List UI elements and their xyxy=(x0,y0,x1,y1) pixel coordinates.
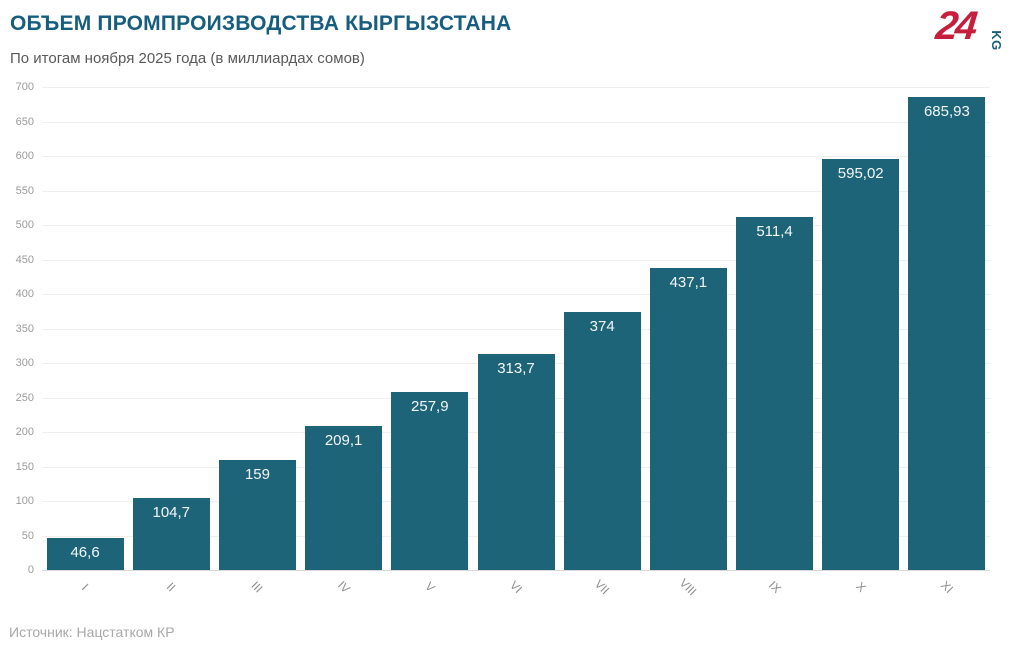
gridline-y550 xyxy=(42,190,990,192)
y-axis-tick-label: 250 xyxy=(15,391,34,404)
bar-month-XI: 685,93 xyxy=(908,96,986,570)
gridline-y600 xyxy=(42,156,990,157)
bar-month-IV: 209,1 xyxy=(305,425,383,570)
gridline-y500 xyxy=(42,225,990,226)
x-axis-tick-label: VII xyxy=(592,576,613,598)
bar-value-label: 159 xyxy=(244,466,270,484)
bar-month-III: 159 xyxy=(218,460,296,570)
y-axis-tick-label: 200 xyxy=(15,426,34,438)
y-axis-tick-label: 400 xyxy=(15,288,34,300)
bar-month-I: 46,6 xyxy=(46,537,124,570)
bar-month-V: 257,9 xyxy=(391,392,469,570)
gridline-y650 xyxy=(42,121,990,123)
source-note: Источник: Нацстатком КР xyxy=(9,624,175,640)
bar-value-label: 511,4 xyxy=(756,223,793,241)
bar-month-VII: 374 xyxy=(563,311,641,570)
chart-title: ОБЪЕМ ПРОМПРОИЗВОДСТВА КЫРГЫЗСТАНА xyxy=(10,12,512,35)
y-axis-tick-label: 300 xyxy=(15,357,34,369)
x-axis-tick-label: VI xyxy=(507,578,525,596)
bar-value-label: 374 xyxy=(589,317,615,335)
y-axis-tick-label: 150 xyxy=(15,460,34,473)
y-axis-tick-label: 700 xyxy=(15,81,34,93)
bar-month-VIII: 437,1 xyxy=(649,268,727,570)
x-axis-tick-label: X xyxy=(852,579,869,595)
bar-month-IX: 511,4 xyxy=(736,217,814,570)
chart-subtitle: По итогам ноября 2025 года (в миллиардах… xyxy=(10,50,365,67)
bar-month-X: 595,02 xyxy=(822,159,900,570)
bar-month-II: 104,7 xyxy=(132,497,210,570)
y-axis-tick-label: 450 xyxy=(15,253,34,266)
y-axis-tick-label: 0 xyxy=(27,564,34,576)
x-axis-tick-label: IV xyxy=(334,578,353,596)
y-axis-tick-label: 100 xyxy=(15,495,34,507)
gridline-y450 xyxy=(42,259,990,261)
bar-value-label: 595,02 xyxy=(837,165,884,183)
bar-value-label: 257,9 xyxy=(411,398,449,416)
x-axis-tick-label: II xyxy=(163,579,179,595)
bar-value-label: 437,1 xyxy=(669,274,708,292)
bar-value-label: 313,7 xyxy=(497,359,535,377)
x-axis-tick-label: V xyxy=(422,579,438,595)
bar-value-label: 209,1 xyxy=(324,431,363,449)
bar-value-label: 46,6 xyxy=(70,543,100,561)
bar-value-label: 685,93 xyxy=(923,102,970,120)
x-axis-tick-label: XI xyxy=(937,578,956,596)
gridline-y700 xyxy=(42,87,990,88)
y-axis-tick-label: 500 xyxy=(15,219,34,231)
x-axis-tick-label: IX xyxy=(765,578,784,596)
y-axis-tick-label: 350 xyxy=(15,322,34,335)
bar-month-VI: 313,7 xyxy=(477,353,555,570)
gridline-y0 xyxy=(42,570,990,571)
x-axis-tick-label: I xyxy=(78,580,92,594)
y-axis-tick-label: 650 xyxy=(15,115,34,128)
gridline-y400 xyxy=(42,294,990,295)
y-axis-tick-label: 600 xyxy=(15,150,34,162)
x-axis-tick-label: VIII xyxy=(677,575,700,599)
y-axis-tick-label: 550 xyxy=(15,184,34,197)
gridline-y350 xyxy=(42,328,990,330)
bar-value-label: 104,7 xyxy=(152,503,191,521)
x-axis-tick-label: III xyxy=(248,578,266,596)
y-axis-tick-label: 50 xyxy=(21,529,34,542)
